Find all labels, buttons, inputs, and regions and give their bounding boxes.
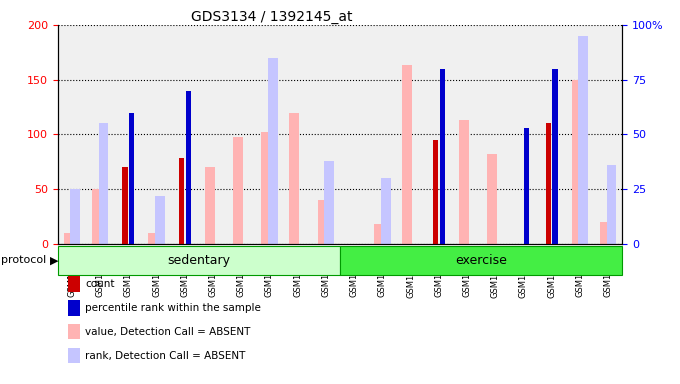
Bar bbox=[268, 58, 277, 244]
Bar bbox=[433, 140, 438, 244]
Bar bbox=[524, 128, 529, 244]
Bar bbox=[546, 124, 551, 244]
Text: count: count bbox=[85, 279, 114, 289]
Bar bbox=[340, 246, 622, 275]
Text: percentile rank within the sample: percentile rank within the sample bbox=[85, 303, 261, 313]
Text: rank, Detection Call = ABSENT: rank, Detection Call = ABSENT bbox=[85, 351, 245, 361]
Bar bbox=[552, 69, 558, 244]
Bar bbox=[290, 113, 299, 244]
Bar bbox=[148, 233, 158, 244]
Bar bbox=[324, 161, 334, 244]
Bar bbox=[374, 224, 384, 244]
Text: ▶: ▶ bbox=[50, 255, 58, 265]
Bar bbox=[64, 233, 73, 244]
Text: protocol: protocol bbox=[1, 255, 47, 265]
Bar bbox=[233, 137, 243, 244]
Bar bbox=[122, 167, 128, 244]
Bar bbox=[487, 154, 497, 244]
Text: exercise: exercise bbox=[455, 254, 507, 266]
Bar bbox=[403, 65, 412, 244]
Bar bbox=[99, 124, 108, 244]
Bar bbox=[439, 69, 445, 244]
Bar bbox=[186, 91, 190, 244]
Bar bbox=[92, 189, 102, 244]
Text: value, Detection Call = ABSENT: value, Detection Call = ABSENT bbox=[85, 327, 250, 337]
Bar bbox=[70, 189, 80, 244]
Bar bbox=[205, 167, 215, 244]
Bar bbox=[578, 36, 588, 244]
Text: GDS3134 / 1392145_at: GDS3134 / 1392145_at bbox=[191, 10, 353, 23]
Text: sedentary: sedentary bbox=[167, 254, 231, 266]
Bar bbox=[572, 80, 581, 244]
Bar bbox=[58, 246, 340, 275]
Bar bbox=[600, 222, 610, 244]
Bar bbox=[261, 132, 271, 244]
Bar bbox=[381, 178, 390, 244]
Bar bbox=[155, 196, 165, 244]
Bar bbox=[607, 165, 616, 244]
Bar bbox=[179, 159, 184, 244]
Bar bbox=[459, 120, 469, 244]
Bar bbox=[129, 113, 134, 244]
Bar bbox=[318, 200, 328, 244]
